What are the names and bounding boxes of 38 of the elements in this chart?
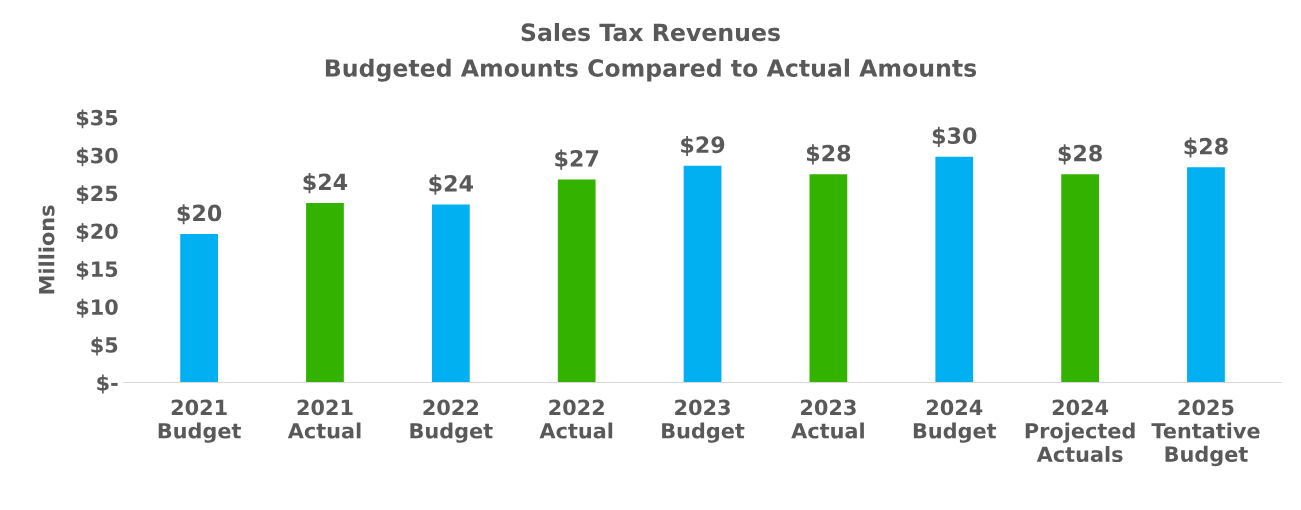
- y-tick-label: $5: [91, 336, 118, 356]
- data-label: $30: [932, 126, 977, 148]
- chart-title: Sales Tax Revenues: [521, 22, 780, 42]
- data-label: $28: [1058, 144, 1102, 165]
- bar: [935, 156, 974, 383]
- y-tick-label: $20: [76, 223, 118, 242]
- y-tick-label: $15: [76, 260, 118, 280]
- y-tick-label: $25: [76, 185, 118, 205]
- bar: [1061, 174, 1099, 383]
- y-axis-title: Millions: [38, 205, 55, 294]
- chart-subtitle: Budgeted Amounts Compared to Actual Amounts: [325, 58, 977, 82]
- x-tick-label: 2024 Budget: [913, 399, 997, 443]
- x-tick-label: 2024 Projected Actuals: [1025, 399, 1135, 463]
- x-tick-label: 2022 Actual: [539, 399, 613, 439]
- x-tick-label: 2022 Budget: [410, 399, 493, 443]
- x-tick-label: 2021 Budget: [158, 399, 241, 443]
- bar: [1187, 167, 1225, 383]
- bar: [306, 202, 344, 383]
- y-tick-label: $35: [76, 109, 118, 129]
- bar: [809, 174, 848, 383]
- x-tick-label: 2023 Actual: [791, 399, 864, 439]
- x-tick-label: 2021 Actual: [287, 399, 361, 439]
- bar: [431, 204, 470, 383]
- data-label: $28: [806, 144, 851, 165]
- bar: [180, 233, 218, 383]
- y-tick-label: $30: [76, 147, 118, 167]
- data-label: $24: [303, 173, 348, 194]
- x-tick-label: 2025 Tentative Budget: [1151, 399, 1260, 467]
- data-label: $24: [429, 174, 473, 195]
- bar: [557, 179, 596, 383]
- y-tick-label: $10: [76, 298, 118, 318]
- data-label: $28: [1184, 137, 1228, 158]
- x-tick-label: 2023 Budget: [662, 399, 745, 443]
- data-label: $20: [177, 204, 222, 225]
- data-label: $29: [681, 135, 725, 157]
- data-label: $27: [555, 149, 599, 170]
- y-tick-label: $-: [97, 374, 118, 394]
- bar: [683, 165, 722, 383]
